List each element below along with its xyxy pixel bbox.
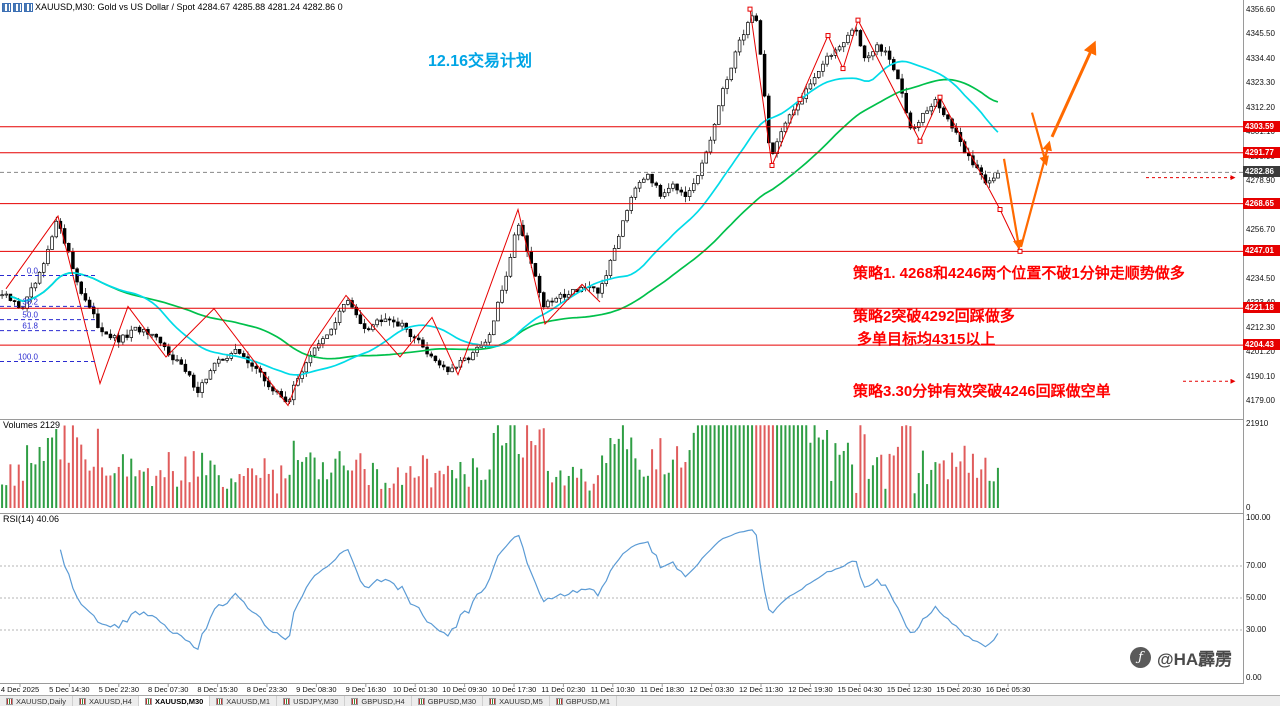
chart-window-icon[interactable] <box>24 2 33 12</box>
time-axis-label: 15 Dec 12:30 <box>886 685 932 694</box>
svg-text:0.0: 0.0 <box>27 267 39 276</box>
chart-tab-xauusd-m5[interactable]: XAUUSD,M5 <box>483 696 550 706</box>
time-axis-label: 9 Dec 08:30 <box>296 685 337 694</box>
chart-tab-label: XAUUSD,M1 <box>226 696 271 706</box>
time-axis-label: 5 Dec 22:30 <box>98 685 140 694</box>
time-axis-label: 12 Dec 03:30 <box>689 685 734 694</box>
chart-tab-xauusd-daily[interactable]: XAUUSD,Daily <box>0 696 74 706</box>
strategy-annotation-4: 策略3.30分钟有效突破4246回踩做空单 <box>853 383 1111 400</box>
time-axis-label: 11 Dec 18:30 <box>640 685 685 694</box>
chart-tab-xauusd-m30[interactable]: XAUUSD,M30 <box>138 696 211 706</box>
candlestick-chart-icon <box>6 697 13 705</box>
chart-tab-label: GBPUSD,M30 <box>427 696 477 706</box>
symbol-ohlc-title: XAUUSD,M30: Gold vs US Dollar / Spot 428… <box>35 2 343 12</box>
chart-tab-label: XAUUSD,M5 <box>499 696 543 706</box>
time-axis-label: 10 Dec 17:30 <box>491 685 537 694</box>
chart-tab-gbpusd-h4[interactable]: GBPUSD,H4 <box>345 696 412 706</box>
watermark: ƒ @HA霹雳 <box>1130 645 1232 670</box>
chart-tab-bar: XAUUSD,Daily XAUUSD,H4 XAUUSD,M30 XAUUSD,M1… <box>0 695 1280 706</box>
signature-icon: ƒ <box>1130 647 1151 668</box>
candlestick-chart-icon <box>417 697 425 705</box>
time-axis[interactable]: 4 Dec 2025 5 Dec 14:30 5 Dec 22:30 8 Dec 07… <box>0 684 1243 695</box>
candlestick-chart-icon <box>489 697 497 705</box>
svg-text:50.0: 50.0 <box>22 311 38 320</box>
chart-tab-xauusd-m1[interactable]: XAUUSD,M1 <box>210 696 278 706</box>
time-axis-label: 5 Dec 14:30 <box>49 685 90 694</box>
level-price-label: 4247.01 <box>1243 245 1280 257</box>
chart-tab-usdjpy-m30[interactable]: USDJPY,M30 <box>277 696 346 706</box>
time-axis-label: 8 Dec 07:30 <box>147 685 189 694</box>
rsi-axis-label: 0.00 <box>1246 673 1262 682</box>
time-axis-label: 8 Dec 15:30 <box>197 685 238 694</box>
chart-tab-label: USDJPY,M30 <box>293 696 339 706</box>
chart-tab-label: GBPUSD,H4 <box>361 696 405 706</box>
price-axis[interactable]: 4356.604345.504334.404323.304312.204301.… <box>1243 0 1280 694</box>
volumes-indicator-label: Volumes 2129 <box>3 420 61 430</box>
strategy-annotation-3: 多单目标均4315以上 <box>857 331 996 348</box>
rsi-axis-label: 30.00 <box>1246 625 1267 634</box>
chart-tab-xauusd-h4[interactable]: XAUUSD,H4 <box>73 696 139 706</box>
rsi-axis-label: 50.00 <box>1246 593 1267 602</box>
svg-text:100.0: 100.0 <box>18 352 39 361</box>
price-tick: 4345.50 <box>1246 29 1275 39</box>
level-price-label: 4204.43 <box>1243 339 1280 351</box>
chart-window-icon[interactable] <box>2 2 11 12</box>
time-axis-label: 15 Dec 04:30 <box>837 685 883 694</box>
price-tick: 4212.30 <box>1246 322 1275 332</box>
chart-title-bar: XAUUSD,M30: Gold vs US Dollar / Spot 428… <box>2 1 343 13</box>
price-tick: 4278.90 <box>1246 176 1275 186</box>
time-axis-label: 16 Dec 05:30 <box>985 685 1031 694</box>
time-axis-label: 12 Dec 19:30 <box>788 685 833 694</box>
time-axis-label: 12 Dec 11:30 <box>738 685 784 694</box>
price-tick: 4201.20 <box>1246 347 1275 357</box>
level-price-label: 4221.18 <box>1243 302 1280 314</box>
time-axis-label: 15 Dec 20:30 <box>936 685 981 694</box>
price-tick: 4356.60 <box>1246 5 1275 14</box>
level-price-label: 4303.59 <box>1243 120 1280 132</box>
chart-window-icon[interactable] <box>13 2 22 12</box>
chart-tab-label: XAUUSD,Daily <box>16 696 67 706</box>
time-axis-label: 10 Dec 09:30 <box>442 685 487 694</box>
time-axis-label: 4 Dec 2025 <box>0 685 40 694</box>
current-price-label: 4282.86 <box>1243 166 1280 178</box>
time-axis-label: 11 Dec 02:30 <box>541 685 586 694</box>
chart-canvas[interactable]: 0.0 38.2 50.0 61.8 100.0 <box>0 0 1244 694</box>
level-price-label: 4268.65 <box>1243 197 1280 209</box>
candlestick-chart-icon <box>144 697 152 705</box>
time-axis-label: 8 Dec 23:30 <box>246 685 288 694</box>
price-tick: 4256.70 <box>1246 224 1275 234</box>
time-axis-label: 11 Dec 10:30 <box>590 685 635 694</box>
svg-text:38.2: 38.2 <box>22 297 38 306</box>
time-axis-label: 10 Dec 01:30 <box>392 685 438 694</box>
price-tick: 4312.20 <box>1246 102 1275 112</box>
strategy-annotation-2: 策略2突破4292回踩做多 <box>853 308 1015 325</box>
price-tick: 4234.50 <box>1246 273 1275 283</box>
rsi-axis-label: 100.00 <box>1246 513 1271 522</box>
volume-axis-label: 21910 <box>1246 419 1269 428</box>
chart-tab-label: GBPUSD,M1 <box>565 696 611 706</box>
price-tick: 4179.00 <box>1246 396 1275 406</box>
chart-tab-gbpusd-m1[interactable]: GBPUSD,M1 <box>550 696 618 706</box>
chart-tab-gbpusd-m30[interactable]: GBPUSD,M30 <box>412 696 484 706</box>
time-axis-label: 9 Dec 16:30 <box>345 685 387 694</box>
rsi-axis-label: 70.00 <box>1246 561 1267 570</box>
chart-tab-label: XAUUSD,H4 <box>89 696 132 706</box>
strategy-annotation-1: 策略1. 4268和4246两个位置不破1分钟走顺势做多 <box>853 265 1185 282</box>
svg-text:61.8: 61.8 <box>22 322 38 331</box>
candlestick-chart-icon <box>555 697 563 705</box>
price-tick: 4190.10 <box>1246 371 1275 381</box>
chart-tab-label: XAUUSD,M30 <box>154 696 204 706</box>
candlestick-chart-icon <box>351 697 359 705</box>
trading-plan-title: 12.16交易计划 <box>428 53 533 70</box>
volume-axis-label: 0 <box>1246 503 1251 512</box>
price-tick: 4334.40 <box>1246 53 1275 63</box>
rsi-indicator-label: RSI(14) 40.06 <box>3 514 60 524</box>
price-tick: 4323.30 <box>1246 78 1275 88</box>
watermark-handle: @HA霹雳 <box>1157 650 1233 669</box>
level-price-label: 4291.77 <box>1243 146 1280 158</box>
candlestick-chart-icon <box>283 697 291 705</box>
candlestick-chart-icon <box>79 697 87 705</box>
candlestick-chart-icon <box>216 697 224 705</box>
